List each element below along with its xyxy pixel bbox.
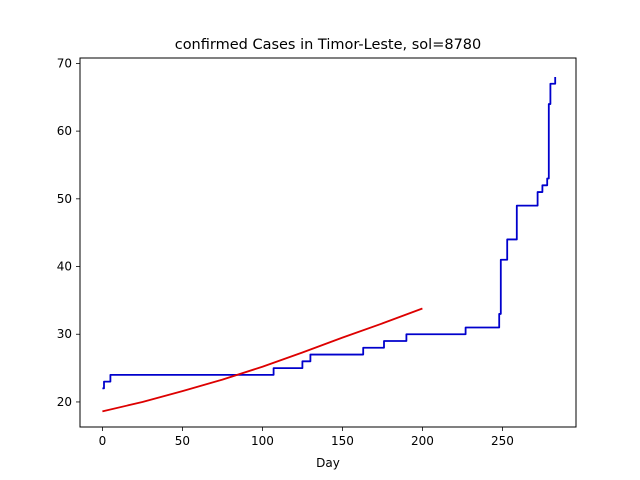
x-axis-label: Day	[316, 456, 340, 470]
chart-title: confirmed Cases in Timor-Leste, sol=8780	[175, 37, 482, 53]
x-tick-label: 250	[491, 434, 514, 448]
y-tick-label: 70	[57, 56, 72, 70]
y-tick-label: 40	[57, 260, 72, 274]
y-tick-label: 60	[57, 124, 72, 138]
x-axis: 0 50 100 150 200 250	[99, 427, 514, 448]
x-tick-label: 50	[175, 434, 190, 448]
series-line-1	[102, 76, 557, 390]
plot-frame	[79, 57, 577, 428]
series-line-2	[102, 307, 423, 413]
y-axis: 20 30 40 50 60 70	[57, 56, 80, 409]
x-tick-label: 150	[331, 434, 354, 448]
plot-series	[102, 76, 557, 413]
x-tick-label: 100	[251, 434, 274, 448]
x-tick-label: 200	[411, 434, 434, 448]
y-tick-label: 50	[57, 192, 72, 206]
y-tick-label: 30	[57, 327, 72, 341]
x-tick-label: 0	[99, 434, 107, 448]
y-tick-label: 20	[57, 395, 72, 409]
